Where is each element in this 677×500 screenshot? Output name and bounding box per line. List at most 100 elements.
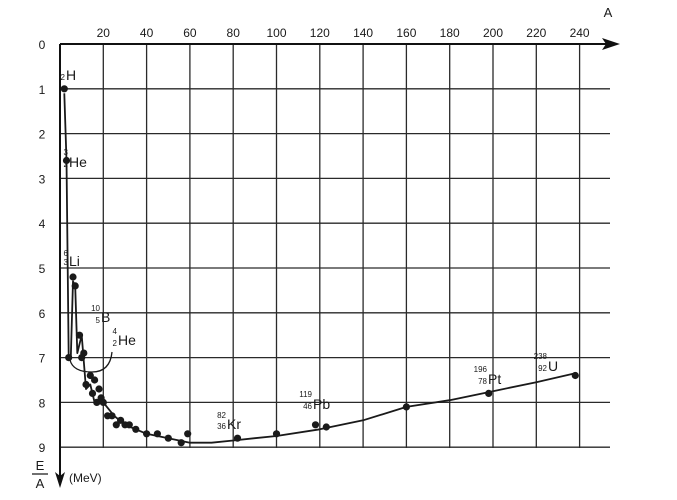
data-point <box>65 354 73 362</box>
nuclide-label-10b: 10 5 B <box>91 304 110 325</box>
data-point <box>75 331 84 339</box>
nuclide-label-10b-mass: 10 <box>91 304 100 313</box>
y-tick-label-0: 0 <box>39 38 46 52</box>
data-point <box>402 403 410 411</box>
data-point <box>117 416 125 424</box>
x-tick-label-120: 120 <box>310 26 330 40</box>
data-point <box>108 412 116 420</box>
data-point <box>95 385 103 393</box>
nuclide-label-119pb-atomic: 46 <box>303 402 312 411</box>
data-point <box>86 371 94 380</box>
nuclide-label-3he-symbol: He <box>69 154 87 170</box>
nuclide-label-2h-symbol: H <box>66 67 76 83</box>
nuclide-label-10b-symbol: B <box>101 309 110 325</box>
x-tick-label-200: 200 <box>483 26 503 40</box>
data-point <box>153 430 161 438</box>
data-point <box>69 273 77 281</box>
points-layer <box>60 85 579 447</box>
nuclide-label-82kr-symbol: Kr <box>227 416 241 432</box>
helium-bracket <box>69 351 113 373</box>
x-tick-label-20: 20 <box>97 26 111 40</box>
nuclide-label-4he-atomic: 2 <box>113 339 118 348</box>
x-tick-label-100: 100 <box>266 26 286 40</box>
data-point <box>177 439 185 447</box>
nuclide-label-119pb: 119 46 Pb <box>299 390 330 412</box>
y-axis-arrow <box>55 472 65 488</box>
grid <box>60 44 610 448</box>
data-point <box>143 430 151 438</box>
y-tick-label-4: 4 <box>39 217 46 231</box>
nuclide-label-6li-mass: 6 <box>64 249 69 258</box>
data-point <box>311 421 320 429</box>
nuclide-label-196pt-atomic: 78 <box>478 377 487 386</box>
data-point <box>60 85 68 93</box>
x-tick-label-80: 80 <box>227 26 241 40</box>
y-tick-label-5: 5 <box>39 262 46 276</box>
data-point <box>91 376 99 384</box>
nuclide-label-119pb-mass: 119 <box>299 390 312 399</box>
data-point <box>62 156 71 165</box>
y-tick-label-1: 1 <box>39 83 46 97</box>
nuclide-label-196pt: 196 78 Pt <box>474 365 502 387</box>
nuclide-label-10b-atomic: 5 <box>96 316 101 325</box>
data-point <box>164 434 172 442</box>
data-point <box>99 398 107 406</box>
data-point <box>125 421 133 429</box>
data-point <box>80 349 88 357</box>
data-point <box>322 423 330 431</box>
data-point <box>93 398 101 406</box>
nuclide-label-82kr-mass: 82 <box>217 411 226 420</box>
data-point <box>571 371 579 380</box>
y-axis-label-bottom: A <box>36 476 45 491</box>
x-axis-arrow <box>602 38 620 50</box>
data-point <box>88 389 97 397</box>
nuclide-label-3he-mass: 3 <box>64 148 69 157</box>
y-tick-label-6: 6 <box>39 307 46 321</box>
nuclide-label-4he-mass: 4 <box>113 327 118 336</box>
data-point <box>233 434 242 442</box>
nuclide-label-238u: 238 92 U <box>534 352 558 374</box>
x-tick-label-60: 60 <box>183 26 197 40</box>
y-tick-label-3: 3 <box>39 172 46 186</box>
data-point <box>184 430 192 438</box>
y-tick-label-9: 9 <box>39 441 46 455</box>
nuclide-label-4he: 4 2 He <box>113 327 137 348</box>
data-point <box>485 389 493 397</box>
nuclide-label-6li-atomic: 3 <box>64 258 69 267</box>
y-tick-label-7: 7 <box>39 352 46 366</box>
x-tick-label-140: 140 <box>353 26 373 40</box>
data-point <box>272 430 281 438</box>
y-axis-label-top: E <box>36 458 45 473</box>
x-tick-label-40: 40 <box>140 26 154 40</box>
nuclide-label-238u-symbol: U <box>548 358 558 374</box>
nuclide-label-6li: 63 Li <box>64 249 80 269</box>
x-tick-label-240: 240 <box>570 26 590 40</box>
data-point <box>71 282 79 290</box>
x-tick-label-180: 180 <box>440 26 460 40</box>
y-axis-unit: (MeV) <box>69 471 102 485</box>
nuclide-label-82kr-atomic: 36 <box>217 422 226 431</box>
axes: 20 40 60 80 100 120 140 160 180 200 220 240 0 1 2 3 4 5 6 7… <box>32 5 620 491</box>
nuclide-label-3he: 3 2 He <box>64 148 88 170</box>
nuclide-label-196pt-symbol: Pt <box>488 371 501 387</box>
nuclide-label-196pt-mass: 196 <box>474 365 488 374</box>
x-tick-label-160: 160 <box>396 26 416 40</box>
nuclide-label-238u-mass: 238 <box>534 352 548 361</box>
nuclide-label-238u-atomic: 92 <box>538 364 547 373</box>
data-point <box>82 380 90 389</box>
nuclide-label-119pb-symbol: Pb <box>313 396 330 412</box>
x-tick-label-220: 220 <box>526 26 546 40</box>
x-axis-label: A <box>604 5 613 20</box>
y-tick-label-8: 8 <box>39 396 46 410</box>
nuclide-label-82kr: 82 36 Kr <box>217 411 241 432</box>
nuclide-label-3he-atomic: 2 <box>64 160 69 169</box>
data-point <box>132 425 140 433</box>
nuclide-label-2h-mass: 2 <box>61 73 66 82</box>
nuclide-label-6li-symbol: Li <box>69 253 80 269</box>
data-point <box>112 421 120 429</box>
y-tick-label-2: 2 <box>39 128 46 142</box>
nuclide-label-4he-symbol: He <box>118 332 136 348</box>
